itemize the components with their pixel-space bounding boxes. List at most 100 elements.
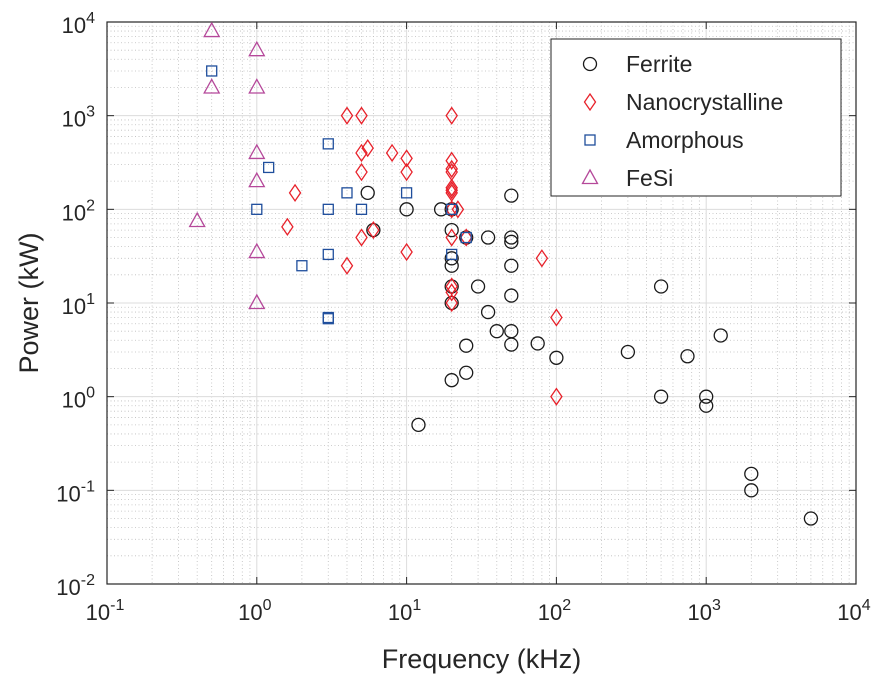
fesi-point: [248, 143, 266, 160]
fesi-point: [203, 78, 221, 94]
amorphous-point: [341, 187, 353, 199]
nanocrystalline-point: [400, 242, 413, 262]
ferrite-point: [489, 324, 504, 339]
ferrite-point: [504, 234, 519, 249]
ferrite-point: [444, 279, 459, 294]
ferrite-point: [504, 258, 519, 273]
fesi-point: [248, 40, 266, 57]
legend-label: Nanocrystalline: [626, 89, 783, 115]
y-tick-label: 104: [62, 10, 95, 38]
nanocrystalline-point: [445, 178, 458, 197]
y-tick-label: 10-1: [56, 478, 95, 506]
legend: Ferrite Nanocrystalline Amorphous FeSi: [550, 38, 842, 197]
ferrite-point: [699, 389, 714, 404]
amorphous-point: [400, 187, 413, 199]
ferrite-point: [366, 222, 381, 238]
ferrite-point: [444, 295, 459, 311]
ferrite-point: [803, 511, 819, 526]
legend-marker-amorphous: [584, 134, 596, 146]
ferrite-point: [470, 279, 486, 294]
ferrite-point: [504, 337, 519, 352]
x-tick-label: 100: [238, 597, 271, 625]
y-tick-label: 103: [62, 104, 95, 132]
fesi-point: [248, 293, 266, 310]
amorphous-point: [446, 203, 458, 215]
legend-box: [550, 38, 842, 197]
nanocrystalline-point: [445, 106, 458, 125]
legend-label: FeSi: [626, 165, 673, 191]
amorphous-point: [446, 248, 458, 261]
series-nanocrystalline: [281, 106, 563, 406]
amorphous-point: [322, 313, 334, 325]
amorphous-point: [263, 161, 275, 174]
nanocrystalline-point: [445, 151, 458, 170]
amorphous-point: [322, 248, 334, 261]
nanocrystalline-point: [340, 256, 354, 275]
ferrite-point: [549, 350, 564, 365]
x-tick-label: 103: [688, 597, 721, 625]
amorphous-point: [460, 231, 472, 244]
nanocrystalline-point: [445, 181, 458, 200]
ferrite-point: [444, 222, 459, 238]
ferrite-point: [504, 288, 519, 303]
ferrite-point: [504, 188, 519, 203]
nanocrystalline-point: [355, 162, 368, 182]
series-amorphous: [206, 65, 472, 325]
axis-ticks: 10-1 100 101 102 103 10410-210-11001011021031…: [56, 10, 871, 625]
ferrite-point: [444, 202, 459, 217]
nanocrystalline-point: [445, 159, 458, 179]
amorphous-point: [296, 260, 308, 272]
amorphous-point: [251, 203, 263, 215]
legend-item-amorphous: Amorphous: [584, 127, 744, 153]
nanocrystalline-point: [459, 228, 473, 247]
legend-item-nanocrystalline: Nanocrystalline: [583, 89, 783, 115]
nanocrystalline-point: [355, 143, 368, 163]
ferrite-point: [504, 230, 519, 245]
ferrite-point: [653, 389, 669, 404]
ferrite-point: [459, 338, 474, 353]
ferrite-point: [444, 251, 459, 266]
fesi-point: [203, 21, 221, 38]
ferrite-point: [433, 202, 449, 217]
amorphous-point: [355, 203, 368, 215]
nanocrystalline-point: [355, 106, 368, 125]
nanocrystalline-point: [385, 143, 399, 163]
y-tick-label: 102: [62, 197, 95, 225]
ferrite-point: [399, 202, 414, 217]
legend-entries: Ferrite Nanocrystalline Amorphous FeSi: [581, 51, 783, 191]
nanocrystalline-point: [445, 228, 458, 247]
ferrite-point: [480, 304, 496, 320]
nanocrystalline-point: [445, 200, 458, 219]
series-ferrite: [360, 185, 819, 526]
ferrite-point: [530, 336, 545, 351]
fesi-point: [248, 242, 266, 259]
nanocrystalline-point: [400, 149, 413, 168]
ferrite-point: [459, 230, 474, 245]
ferrite-point: [411, 417, 426, 433]
x-tick-label: 10-1: [86, 597, 125, 625]
fesi-point: [248, 78, 266, 94]
ferrite-point: [699, 398, 714, 413]
x-tick-label: 104: [837, 597, 870, 625]
fesi-point: [248, 171, 266, 188]
nanocrystalline-point: [361, 139, 374, 158]
y-tick-label: 100: [62, 385, 95, 413]
legend-label: Ferrite: [626, 51, 692, 77]
ferrite-point: [480, 230, 496, 245]
y-tick-label: 101: [62, 291, 95, 319]
nanocrystalline-point: [445, 293, 458, 313]
nanocrystalline-point: [367, 220, 380, 240]
x-tick-label: 102: [538, 597, 571, 625]
amorphous-point: [206, 65, 218, 77]
amorphous-point: [322, 203, 334, 215]
x-tick-label: 101: [388, 597, 421, 625]
legend-item-ferrite: Ferrite: [582, 51, 692, 77]
legend-marker-nanocrystalline: [583, 92, 597, 112]
fesi-point: [188, 211, 206, 228]
nanocrystalline-point: [550, 387, 563, 406]
ferrite-point: [459, 365, 474, 380]
legend-marker-fesi: [581, 168, 599, 185]
nanocrystalline-point: [445, 283, 458, 302]
y-axis-title: Power (kW): [14, 233, 44, 374]
